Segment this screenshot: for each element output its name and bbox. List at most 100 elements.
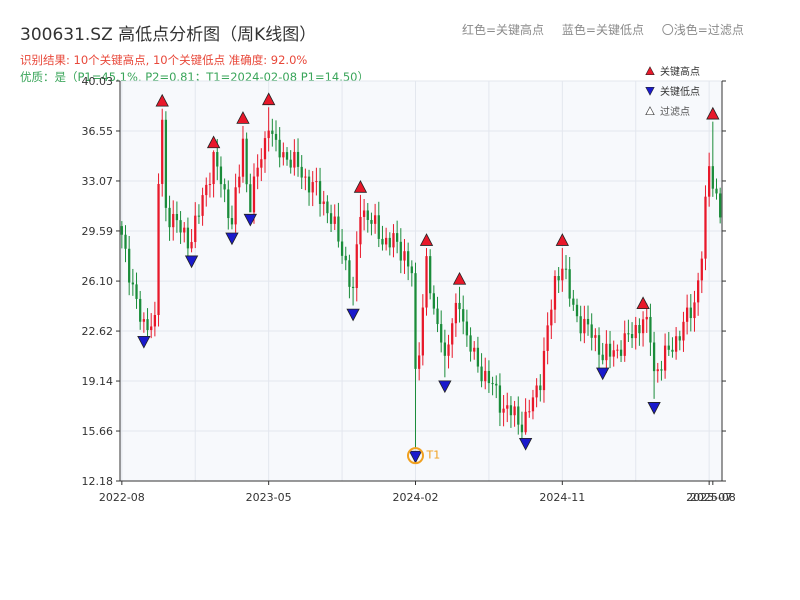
candle-body [326, 201, 329, 214]
candle-body [377, 215, 380, 239]
y-tick-label: 19.14 [82, 375, 114, 388]
y-tick-label: 33.07 [82, 175, 114, 188]
candle-body [329, 213, 333, 224]
candle-body [252, 176, 256, 213]
candle-body [407, 251, 410, 267]
candle-body [502, 408, 505, 413]
key-high-marker [262, 92, 276, 106]
legend-marker-low [645, 86, 655, 96]
candle-body [462, 309, 465, 322]
candle-body [241, 138, 245, 177]
candle-body [355, 244, 358, 289]
candle-body [212, 152, 215, 185]
candle-body [410, 266, 413, 274]
candle-body [307, 176, 311, 193]
pivot-markers: T1 [137, 92, 720, 465]
candle-body [392, 233, 395, 248]
candle-body [660, 369, 663, 371]
candles [120, 107, 722, 448]
candle-body [476, 347, 480, 367]
candle-body [649, 316, 652, 343]
candle-body [440, 324, 443, 343]
candle-body [550, 309, 553, 326]
key-high-marker [155, 93, 169, 107]
candle-body [685, 307, 689, 322]
axes: 12.18 15.66 19.14 22.62 26.10 29.59 33.07 36.55… [82, 75, 736, 504]
candle-body [337, 216, 340, 242]
candle-body [304, 176, 307, 178]
key-low-marker [137, 335, 151, 349]
candle-body [491, 383, 494, 385]
candle-body [586, 318, 590, 325]
candle-body [139, 298, 142, 322]
candle-body [641, 319, 645, 334]
key-high-marker [555, 233, 569, 246]
candle-body [572, 298, 575, 305]
x-tick-label: 2025-08 [690, 491, 736, 504]
candle-body [689, 307, 692, 319]
candle-body [630, 334, 634, 339]
key-low-marker [346, 308, 360, 322]
candle-body [230, 218, 234, 225]
candle-body [542, 350, 546, 391]
key-low-marker [438, 380, 452, 394]
candle-body [509, 405, 513, 416]
candle-body [271, 130, 274, 134]
color-key-blue: 蓝色=关键低点 [561, 23, 644, 37]
candle-body [498, 385, 502, 413]
candle-body [458, 302, 461, 310]
legend-label-filtered: 过滤点 [660, 105, 690, 118]
candle-body [524, 411, 527, 433]
candle-body [652, 342, 656, 372]
candle-body [469, 335, 472, 352]
candle-body [150, 326, 153, 331]
candle-body [601, 354, 604, 361]
candle-body [384, 237, 388, 245]
candle-body [671, 349, 674, 352]
candle-body [674, 336, 678, 352]
candle-body [296, 151, 300, 167]
candle-body [344, 255, 347, 261]
key-high-marker [636, 296, 650, 310]
candle-body [238, 176, 241, 188]
candle-body [682, 321, 685, 341]
candle-body [403, 251, 406, 261]
candle-body [300, 166, 303, 178]
candle-body [531, 397, 535, 412]
candle-body [564, 268, 568, 270]
candle-body [157, 183, 160, 316]
candle-body [473, 347, 476, 352]
candle-body [704, 196, 707, 259]
candle-body [436, 308, 439, 325]
candle-body [172, 213, 175, 228]
candle-body [645, 316, 648, 320]
key-low-marker [408, 450, 423, 464]
candle-body [161, 119, 164, 184]
candle-body [605, 343, 608, 361]
key-low-marker [596, 367, 610, 381]
candle-body [656, 369, 659, 372]
candle-body [186, 227, 190, 249]
candle-body [594, 335, 597, 338]
x-tick-label: 2024-11 [539, 491, 585, 504]
candle-body [451, 323, 454, 345]
candle-body [381, 238, 384, 245]
candle-body [539, 385, 542, 391]
candle-body [227, 189, 230, 219]
candle-body [454, 302, 458, 324]
candle-body [506, 405, 509, 409]
candle-body [216, 152, 219, 167]
candle-body [708, 166, 711, 197]
candle-body [627, 333, 630, 335]
candle-body [612, 350, 615, 357]
y-tick-label: 29.59 [82, 225, 114, 238]
key-high-marker [353, 180, 368, 193]
candle-body [517, 406, 520, 425]
candle-body [513, 406, 516, 416]
candle-body [597, 335, 601, 355]
y-tick-label: 12.18 [82, 475, 114, 488]
candle-body [234, 187, 237, 225]
candle-body [429, 256, 432, 294]
candle-body [260, 159, 263, 168]
